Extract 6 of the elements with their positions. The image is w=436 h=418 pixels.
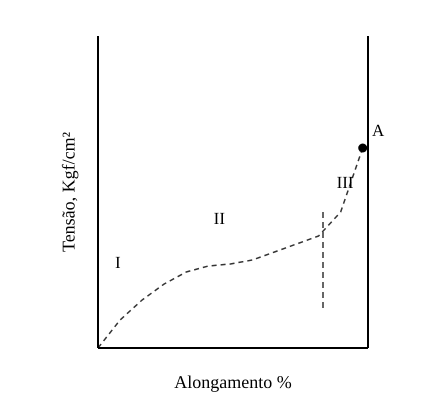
text: A <box>372 120 386 140</box>
y-axis-title: Tensão, Kgf/cm² <box>58 132 78 252</box>
x-axis-title: Alongamento % <box>174 372 292 392</box>
annotation: III <box>336 172 354 192</box>
annotation: II <box>214 208 226 228</box>
annotation: I <box>115 252 122 272</box>
